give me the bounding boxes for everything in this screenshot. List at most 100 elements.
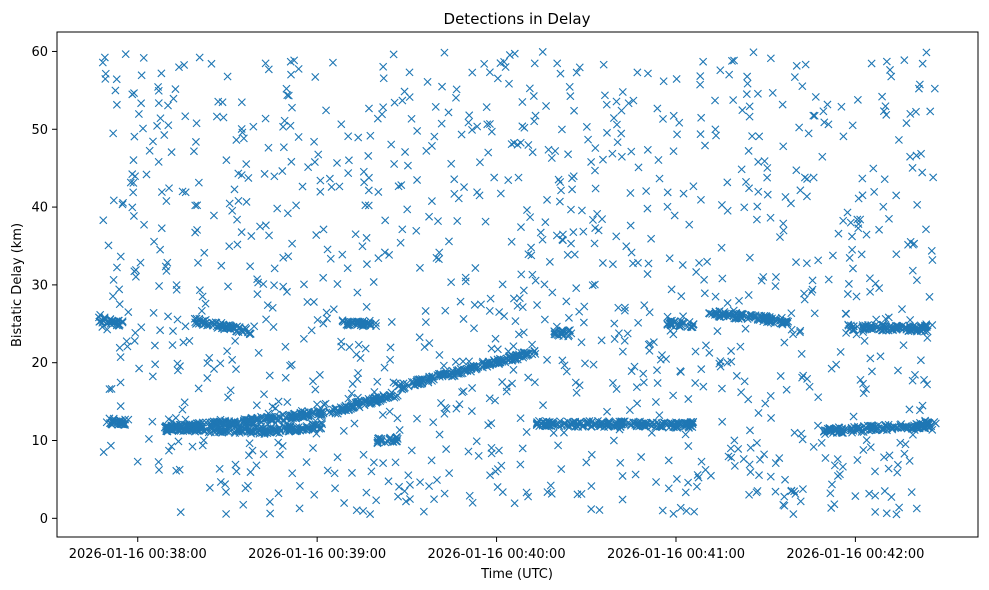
data-point (508, 379, 517, 388)
data-point (344, 132, 353, 141)
data-point (481, 217, 490, 226)
data-point (694, 473, 703, 482)
data-point (741, 324, 750, 333)
data-point (491, 358, 500, 367)
data-point (876, 352, 885, 361)
data-point (115, 285, 124, 294)
data-point (904, 240, 913, 249)
data-point (398, 96, 407, 105)
data-point (852, 292, 861, 301)
data-point (484, 421, 493, 430)
data-point (759, 272, 768, 281)
data-point (745, 184, 754, 193)
data-point (261, 221, 270, 230)
data-point (331, 404, 340, 413)
data-point (530, 59, 539, 68)
data-point (295, 481, 304, 490)
data-point (209, 211, 218, 220)
data-point (549, 428, 558, 437)
data-point (683, 420, 692, 429)
data-point (455, 400, 464, 409)
data-point (245, 439, 254, 448)
data-point (423, 77, 432, 86)
data-point (723, 178, 732, 187)
data-point (511, 354, 519, 363)
data-point (693, 470, 702, 479)
data-point (405, 480, 414, 489)
data-point (164, 424, 173, 433)
data-point (522, 488, 531, 497)
data-point (557, 125, 566, 134)
data-point (605, 422, 614, 431)
data-point (627, 367, 636, 376)
data-point (676, 367, 685, 376)
data-point (882, 110, 891, 119)
data-point (188, 442, 197, 451)
data-point (135, 364, 144, 373)
data-point (807, 287, 816, 296)
data-point (701, 341, 710, 350)
data-point (325, 408, 334, 417)
data-point (795, 123, 804, 132)
data-point (427, 197, 436, 206)
data-point (624, 99, 633, 108)
data-point (337, 342, 346, 351)
data-point (364, 151, 373, 160)
data-point (374, 187, 383, 196)
data-point (532, 419, 541, 428)
data-point (554, 175, 563, 184)
data-point (516, 414, 525, 423)
data-point (387, 388, 396, 397)
data-point (738, 106, 747, 115)
data-point (198, 422, 207, 431)
data-point (599, 60, 608, 69)
data-point (222, 156, 231, 165)
data-point (825, 423, 834, 432)
data-point (226, 386, 235, 395)
data-point (754, 157, 763, 166)
data-point (906, 109, 915, 118)
data-point (875, 225, 884, 234)
data-point (905, 456, 914, 465)
data-point (481, 360, 490, 369)
data-point (716, 66, 725, 75)
data-point (176, 508, 185, 517)
data-point (359, 450, 368, 459)
data-point (270, 172, 279, 181)
data-point (538, 47, 547, 56)
data-point (356, 317, 365, 326)
data-point (281, 342, 290, 351)
data-point (485, 306, 494, 315)
data-point (530, 346, 539, 355)
data-point (672, 423, 681, 432)
data-point (848, 121, 857, 130)
data-point (749, 48, 758, 57)
data-point (290, 424, 299, 433)
data-point (312, 231, 321, 240)
data-point (917, 149, 926, 158)
data-point (531, 111, 540, 120)
data-point (792, 258, 801, 267)
data-point (482, 103, 491, 112)
data-point (322, 308, 331, 317)
data-point (129, 178, 138, 187)
data-point (808, 285, 817, 294)
data-point (179, 338, 188, 347)
data-point (232, 427, 241, 436)
data-point (504, 79, 513, 88)
data-point (654, 156, 663, 164)
data-point (274, 489, 283, 498)
data-point (552, 330, 561, 339)
data-point (130, 267, 139, 276)
data-point (174, 63, 183, 72)
data-point (779, 500, 788, 509)
data-point (407, 114, 416, 123)
data-point (316, 424, 325, 433)
data-point (105, 385, 114, 394)
data-point (684, 395, 693, 404)
data-point (313, 400, 322, 409)
data-point (703, 257, 712, 266)
data-point (403, 161, 412, 170)
data-point (566, 205, 575, 214)
data-point (871, 467, 880, 476)
